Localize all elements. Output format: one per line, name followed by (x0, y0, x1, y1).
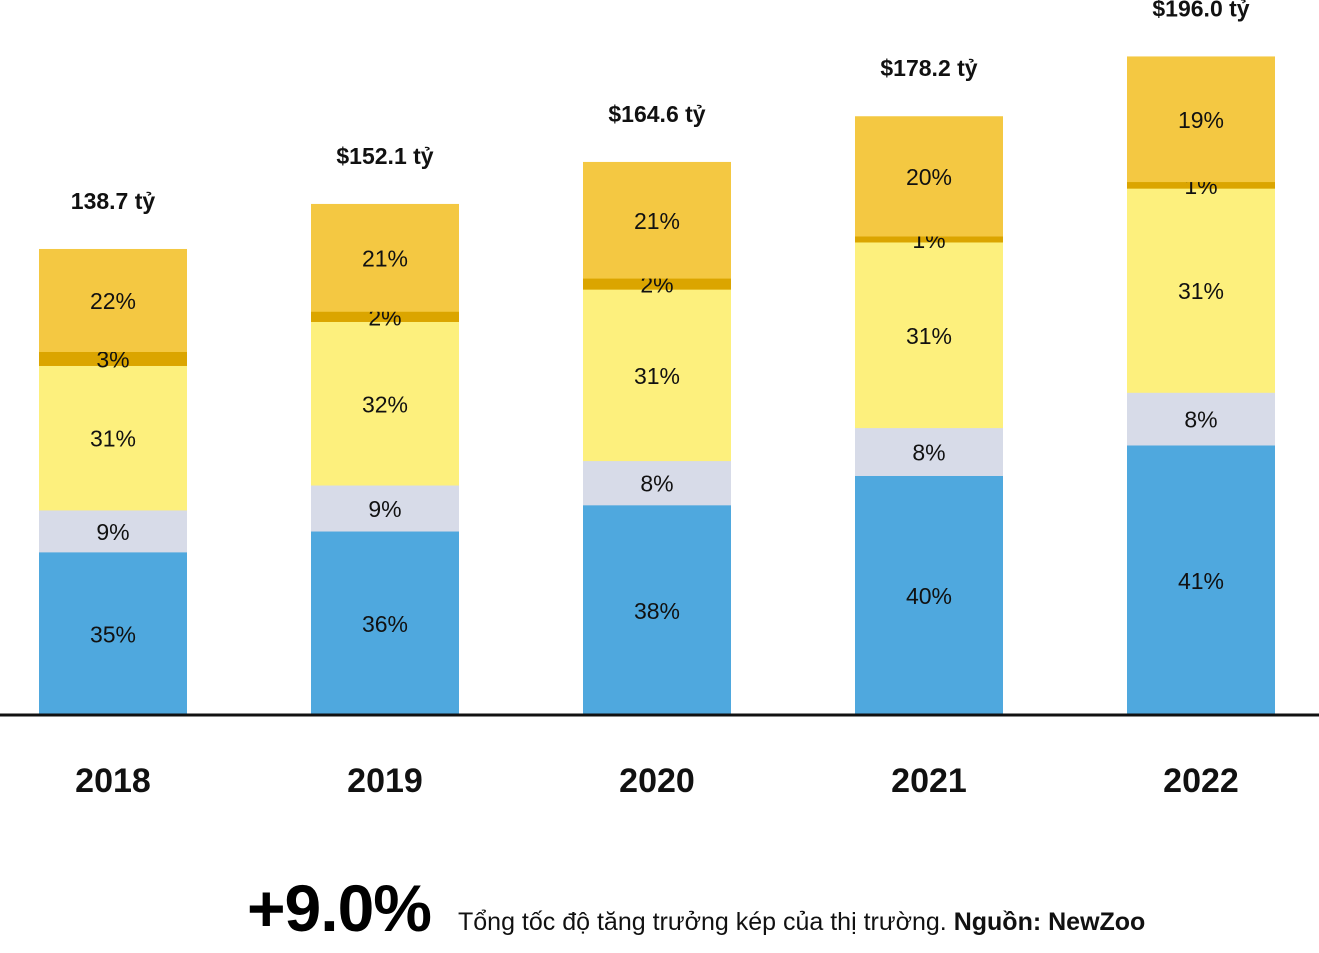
bar-segment (311, 321, 459, 486)
segment-label: 35% (90, 621, 136, 647)
bar-segment (39, 365, 187, 511)
segment-label: 31% (634, 363, 680, 389)
bar-segment (583, 504, 731, 716)
segment-label: 9% (368, 496, 401, 522)
x-tick-label: 2021 (891, 762, 967, 800)
bar-segment (855, 241, 1003, 429)
total-label: $152.1 tỷ (336, 143, 433, 169)
x-tick-label: 2020 (619, 762, 695, 800)
cagr-description: Tổng tốc độ tăng trưởng kép của thị trườ… (458, 908, 947, 936)
total-label: $178.2 tỷ (880, 55, 977, 81)
bar-segment (855, 235, 1003, 243)
footer-text: Tổng tốc độ tăng trưởng kép của thị trườ… (458, 908, 1145, 937)
bar-segment (311, 485, 459, 532)
segment-label: 20% (906, 164, 952, 190)
segment-label: 32% (362, 391, 408, 417)
segment-label: 22% (90, 288, 136, 314)
bar-segment (855, 116, 1003, 237)
segment-label: 21% (634, 208, 680, 234)
segment-label: 31% (906, 323, 952, 349)
bar-segment (39, 248, 187, 352)
bar-segment (311, 203, 459, 312)
x-tick-label: 2019 (347, 762, 423, 800)
total-label: $196.0 tỷ (1152, 0, 1249, 21)
segment-label: 41% (1178, 568, 1224, 594)
bar-segment (583, 278, 731, 290)
bar-segment (855, 475, 1003, 716)
segment-label: 31% (90, 426, 136, 452)
footer: +9.0% Tổng tốc độ tăng trưởng kép của th… (0, 870, 1319, 950)
bar-segment (1127, 56, 1275, 183)
segment-label: 31% (1178, 278, 1224, 304)
bar-segment (39, 351, 187, 366)
segment-label: 36% (362, 611, 408, 637)
bar-segment (1127, 181, 1275, 189)
segment-label: 8% (1184, 407, 1217, 433)
segment-label: 38% (634, 598, 680, 624)
segment-label: 21% (362, 246, 408, 272)
bar-segment (311, 311, 459, 322)
segment-label: 9% (96, 519, 129, 545)
bar-segment (39, 551, 187, 716)
bar-segment (583, 161, 731, 279)
segment-label: 8% (640, 471, 673, 497)
total-label: $164.6 tỷ (608, 101, 705, 127)
bar-segment (1127, 444, 1275, 716)
total-label: 138.7 tỷ (71, 188, 156, 214)
stacked-bar-chart: 35%9%31%3%22%138.7 tỷ201836%9%32%2%21%$1… (0, 0, 1319, 800)
bar-segment (1127, 188, 1275, 393)
bar-segment (583, 289, 731, 462)
x-tick-label: 2022 (1163, 762, 1239, 800)
segment-label: 19% (1178, 107, 1224, 133)
bar-segment (583, 460, 731, 506)
bar-segment (39, 509, 187, 553)
source-label: Nguồn: NewZoo (953, 908, 1146, 936)
bar-segment (855, 427, 1003, 476)
segment-label: 40% (906, 583, 952, 609)
x-tick-label: 2018 (75, 762, 151, 800)
bar-segment (1127, 392, 1275, 446)
bar-segment (311, 531, 459, 716)
segment-label: 8% (912, 440, 945, 466)
cagr-value: +9.0% (247, 871, 432, 945)
